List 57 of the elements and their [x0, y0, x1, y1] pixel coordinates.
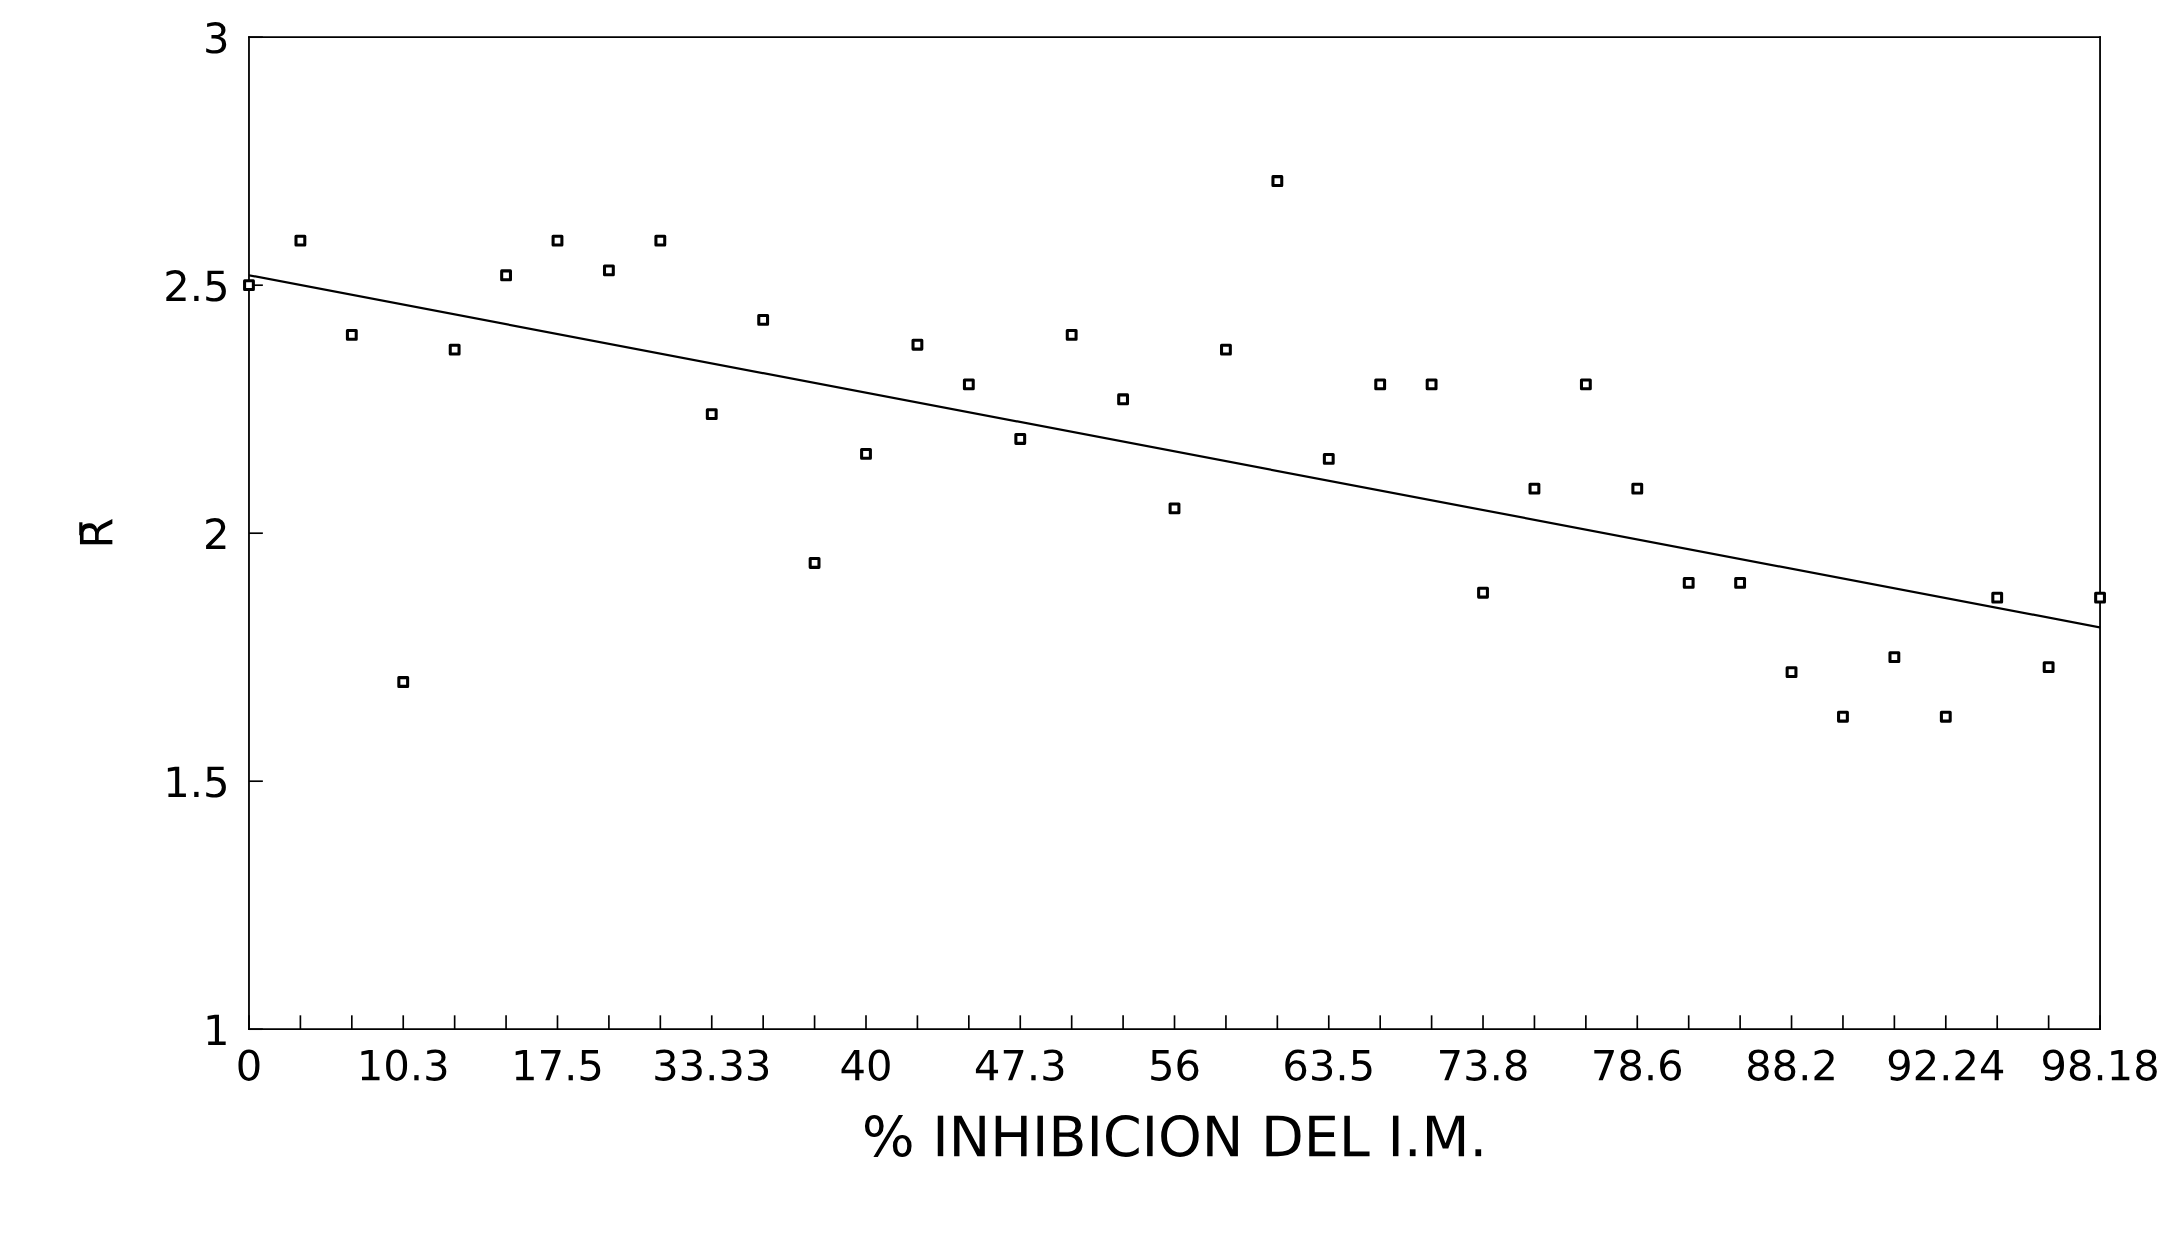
y-tick-label: 2	[206, 518, 226, 550]
point	[705, 408, 718, 421]
point	[1168, 502, 1181, 515]
x-tick-label: 0	[238, 1049, 260, 1081]
point	[1837, 710, 1849, 723]
point	[448, 343, 461, 356]
point	[654, 234, 667, 247]
x-tick-label: 88.2	[1747, 1049, 1834, 1081]
point	[602, 264, 615, 277]
x-tick-label: 78.6	[1594, 1049, 1682, 1081]
point	[1065, 328, 1078, 341]
y-tick-label: 1.5	[167, 766, 226, 798]
point	[1991, 591, 2004, 604]
x-tick-label: 47.3	[975, 1049, 1064, 1081]
x-tick-label: 92.24	[1888, 1049, 2004, 1081]
point	[1888, 651, 1901, 664]
point	[1682, 576, 1695, 589]
point	[2094, 591, 2106, 604]
point	[1528, 482, 1541, 495]
x-tick-label: 17.5	[515, 1049, 601, 1081]
x-tick-label: 73.8	[1440, 1049, 1527, 1081]
point	[808, 557, 821, 569]
point	[243, 279, 255, 292]
point	[551, 234, 564, 247]
point	[2042, 661, 2055, 674]
point	[1014, 433, 1027, 445]
x-tick-label: 33.33	[655, 1049, 769, 1081]
point	[1271, 175, 1284, 187]
y-tick-label: 1	[207, 1014, 226, 1046]
point	[1734, 576, 1747, 589]
point	[1477, 586, 1489, 599]
x-tick-label: 98.18	[2043, 1049, 2157, 1081]
point	[860, 447, 872, 460]
point	[1322, 452, 1335, 465]
point	[757, 314, 770, 326]
point	[1220, 343, 1232, 356]
x-tick-label: 56	[1151, 1049, 1199, 1081]
point	[1117, 393, 1130, 406]
point	[1631, 482, 1644, 495]
point	[500, 269, 512, 282]
point	[345, 328, 358, 341]
y-axis-title: R̄	[79, 519, 113, 545]
x-tick-label: 63.5	[1285, 1049, 1372, 1081]
x-tick-label: 40	[841, 1049, 890, 1081]
point	[1374, 378, 1387, 391]
point	[1579, 378, 1592, 391]
point	[1939, 710, 1952, 723]
x-tick-label: 10.3	[361, 1049, 447, 1081]
point	[1425, 378, 1438, 391]
x-axis-title: % INHIBICION DEL I.M.	[864, 1114, 1482, 1157]
point	[294, 234, 307, 247]
point	[1785, 666, 1798, 678]
point	[962, 378, 975, 391]
point	[911, 338, 924, 351]
point	[397, 676, 410, 688]
y-tick-label: 3	[206, 22, 227, 54]
y-tick-label: 2.5	[166, 270, 226, 302]
